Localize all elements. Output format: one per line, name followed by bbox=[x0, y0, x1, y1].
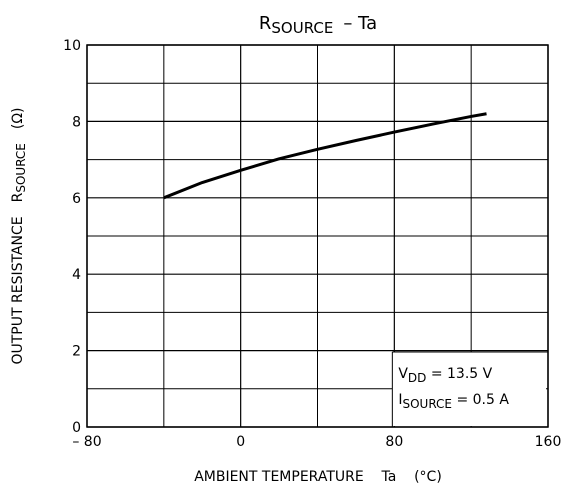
annotation-subscript: DD bbox=[408, 371, 426, 385]
x-axis-label: AMBIENT TEMPERATURE Ta (°C) bbox=[194, 469, 442, 485]
y-tick-label: 10 bbox=[63, 38, 81, 54]
annotation-symbol: I bbox=[398, 392, 402, 408]
x-tick-label: – 80 bbox=[72, 434, 101, 450]
y-tick-label: 8 bbox=[72, 114, 81, 130]
title-rest: – Ta bbox=[343, 13, 377, 34]
annotation-rest: = 0.5 A bbox=[452, 392, 509, 408]
y-tick-label: 2 bbox=[72, 344, 81, 360]
x-tick-label: 80 bbox=[385, 434, 403, 450]
y-label-subscript: SOURCE bbox=[14, 143, 28, 193]
y-label-symbol: R bbox=[10, 192, 26, 202]
annotation-rest: = 13.5 V bbox=[426, 366, 492, 382]
y-tick-label: 4 bbox=[72, 267, 81, 283]
chart-title: RSOURCE – Ta bbox=[259, 13, 377, 37]
title-subscript: SOURCE bbox=[271, 19, 333, 37]
annotation-box bbox=[392, 352, 546, 426]
y-label-unit: (Ω) bbox=[10, 107, 26, 129]
annotation: ISOURCE = 0.5 A bbox=[398, 392, 509, 411]
y-axis-label: OUTPUT RESISTANCE RSOURCE (Ω) bbox=[10, 107, 28, 364]
y-label-text: OUTPUT RESISTANCE bbox=[10, 216, 26, 364]
x-tick-label: 160 bbox=[535, 434, 562, 450]
data-line bbox=[163, 112, 487, 200]
y-tick-label: 0 bbox=[72, 420, 81, 436]
annotation-symbol: V bbox=[398, 366, 408, 382]
y-tick-label: 6 bbox=[72, 191, 81, 207]
annotation: VDD = 13.5 V bbox=[398, 366, 492, 385]
plot-frame bbox=[86, 44, 549, 428]
annotation-subscript: SOURCE bbox=[402, 397, 452, 411]
x-tick-label: 0 bbox=[236, 434, 245, 450]
title-symbol: R bbox=[259, 13, 272, 34]
